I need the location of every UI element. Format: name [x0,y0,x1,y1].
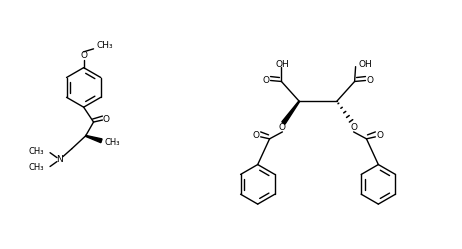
Text: O: O [367,76,374,85]
Text: O: O [279,124,286,132]
Text: CH₃: CH₃ [104,138,120,147]
Text: OH: OH [275,60,289,69]
Text: N: N [56,155,63,164]
Text: CH₃: CH₃ [97,41,113,50]
Polygon shape [282,101,300,124]
Text: O: O [377,131,384,140]
Text: O: O [80,51,87,60]
Text: O: O [262,76,269,85]
Text: O: O [350,124,357,132]
Polygon shape [85,135,102,143]
Text: O: O [252,131,259,140]
Text: OH: OH [359,60,372,69]
Text: CH₃: CH₃ [29,163,44,172]
Text: O: O [103,115,110,124]
Text: CH₃: CH₃ [29,147,44,156]
